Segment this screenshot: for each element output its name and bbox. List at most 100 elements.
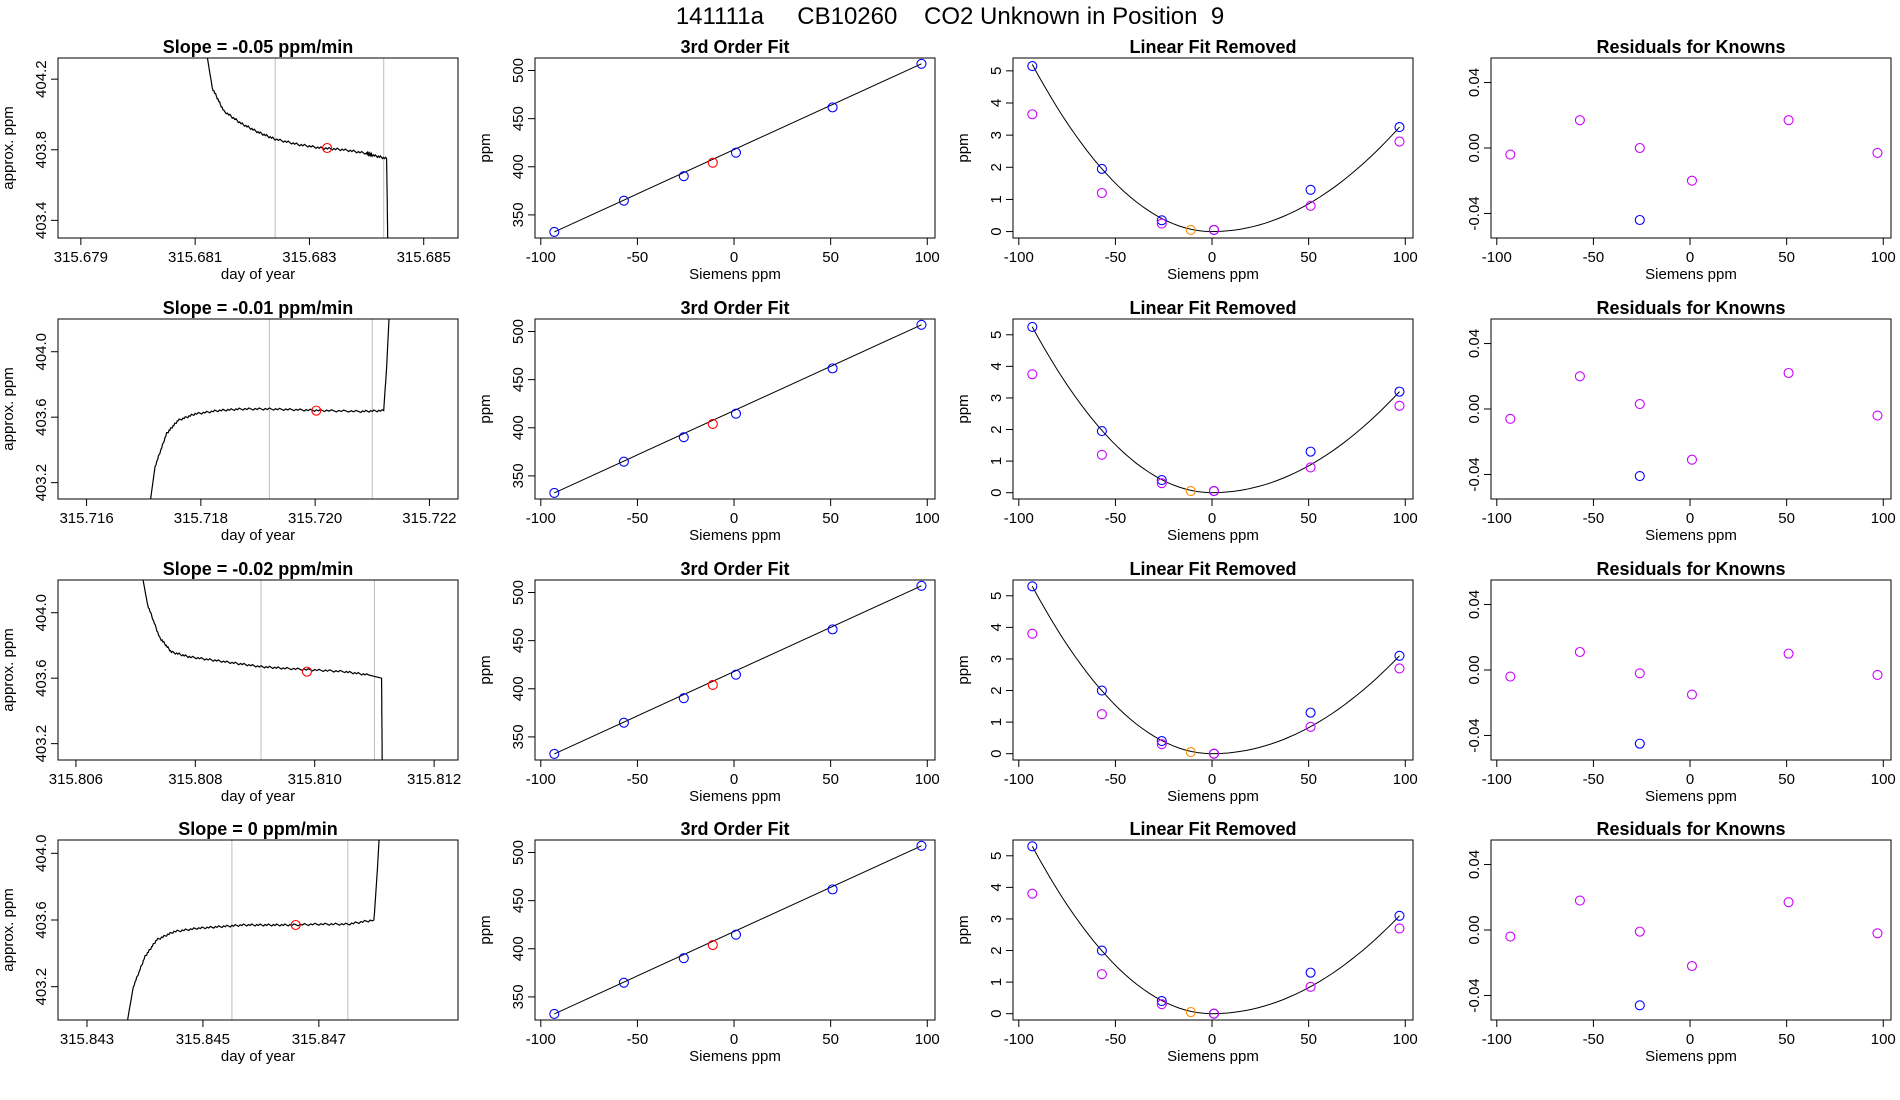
unknown-point [322,142,333,154]
x-tick-label: -100 [1482,510,1512,527]
x-tick-label: 50 [822,249,839,266]
residual-point [1505,671,1516,682]
residual-point [1783,115,1794,126]
unknown-point [311,405,322,416]
residual-point [1505,149,1516,160]
plot-frame [57,57,459,239]
panel-title: 3rd Order Fit [680,37,789,57]
x-tick-label: 0 [1686,249,1694,266]
y-tick-label: 350 [510,724,527,749]
x-axis-label: Siemens ppm [1167,788,1259,805]
known-point [1394,122,1405,133]
unknown-point [707,679,718,690]
known-point [916,319,927,330]
x-tick-label: 315.685 [397,249,451,266]
known-point [1027,841,1038,852]
y-tick-label: 3 [988,131,1005,139]
plot-marks [1027,581,1405,759]
y-tick-label: 0.04 [1466,850,1483,879]
known-point [1394,910,1405,921]
y-tick-label: 403.2 [33,968,50,1006]
plot-frame [1012,579,1414,761]
residual-point [1574,895,1585,906]
y-tick-label: 0.04 [1466,68,1483,97]
known-point [1305,446,1316,457]
plot-frame [57,839,459,1021]
y-tick-label: 1 [988,457,1005,465]
unknown-point [707,939,718,951]
known-point [1156,215,1167,226]
y-axis-label: ppm [955,655,972,684]
x-tick-label: 315.810 [288,771,342,788]
y-tick-label: 2 [988,946,1005,954]
known-point [678,953,689,964]
y-axis-label: approx. ppm [0,628,17,711]
y-tick-label: 0.00 [1466,394,1483,423]
known-point [1305,184,1316,195]
known-point [1096,163,1107,174]
x-tick-label: 50 [1300,1031,1317,1048]
page-title: 141111a CB10260 CO2 Unknown in Position … [675,3,1225,30]
y-tick-label: 350 [510,463,527,488]
plot-marks [142,580,383,760]
y-tick-label: 450 [510,888,527,913]
x-axis-label: Siemens ppm [1167,1048,1259,1065]
y-axis-label: approx. ppm [0,106,17,189]
residual-point [1872,410,1883,421]
plot-frame [1012,839,1414,1021]
plot-marks [1027,321,1405,497]
removed-point [1096,449,1107,460]
residual-low-point [1634,1000,1645,1011]
panel-title: 3rd Order Fit [680,298,789,318]
x-tick-label: 50 [1778,510,1795,527]
x-tick-label: 0 [1686,510,1694,527]
x-tick-label: 100 [915,1031,940,1048]
plot-marks [1505,367,1883,482]
x-tick-label: 0 [1686,771,1694,788]
known-point [618,456,629,467]
plot-frame [1490,839,1892,1021]
panel-title: Linear Fit Removed [1129,37,1296,57]
unknown-point [301,666,313,677]
concentration-trace [149,319,390,499]
residual-low-point [1634,471,1645,482]
y-tick-label: 500 [510,580,527,605]
x-axis-label: day of year [221,266,295,283]
x-tick-label: 100 [1393,510,1418,527]
x-axis-label: Siemens ppm [1645,788,1737,805]
residual-point [1872,147,1883,158]
known-point [1305,967,1316,978]
fit-line [554,585,922,755]
panel-r1-c2: 3rd Order Fit -100 -50 0 50 100 Siemens ppm 350… [477,37,940,283]
removed-point [1394,400,1405,411]
known-point [730,929,742,940]
x-tick-label: 50 [1778,1031,1795,1048]
y-tick-label: 5 [988,592,1005,600]
known-point [827,624,838,635]
plot-frame [1012,57,1414,239]
removed-point [1305,981,1316,992]
y-tick-label: 0 [988,227,1005,235]
x-tick-label: 315.847 [292,1031,346,1048]
plot-frame [1490,318,1892,500]
x-tick-label: 0 [1208,771,1216,788]
known-point [549,226,560,237]
y-tick-label: 0.04 [1466,329,1483,358]
removed-point [1156,218,1167,229]
plot-marks [549,58,927,237]
y-tick-label: 4 [988,99,1005,107]
y-tick-label: 2 [988,425,1005,433]
y-tick-label: 404.0 [33,594,50,632]
x-tick-label: 50 [1300,249,1317,266]
residual-point [1686,175,1698,186]
unknown-point [1185,1007,1196,1018]
x-tick-label: -50 [627,771,649,788]
x-axis-label: Siemens ppm [1167,266,1259,283]
removed-point [1096,969,1107,980]
residual-point [1783,367,1794,379]
plot-marks [206,58,389,238]
panel-r2-c4: Residuals for Knowns -100 -50 0 50 100 Siemens… [1466,298,1896,544]
panel-r4-c4: Residuals for Knowns -100 -50 0 50 100 Siemens… [1466,819,1896,1065]
y-tick-label: 404.2 [33,60,50,98]
plot-marks [149,319,390,499]
